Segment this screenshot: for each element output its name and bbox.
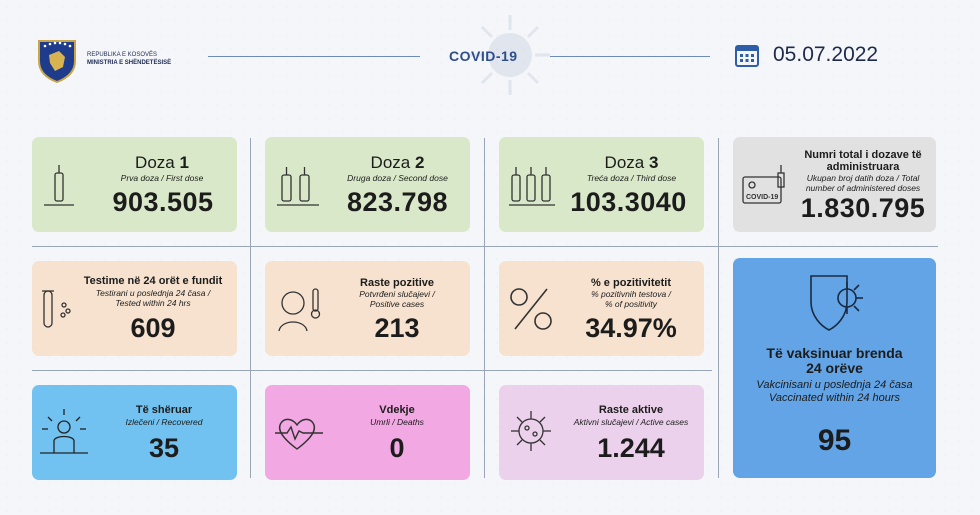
positivity-subtitle: % pozitivnih testova / % of positivity — [561, 289, 701, 309]
positive-value: 213 — [374, 313, 420, 343]
positivity-subtitle-line2: % of positivity — [605, 299, 657, 309]
heart-pulse-icon — [275, 418, 323, 450]
card-total-doses: COVID-19 Numri total i dozave të adminis… — [733, 137, 936, 232]
column-divider-2 — [484, 138, 485, 478]
active-subtitle: Aktivni slučajevi / Active cases — [573, 417, 689, 427]
calendar-icon — [735, 45, 759, 67]
deaths-subtitle: Umrli / Deaths — [370, 417, 424, 427]
positive-subtitle-line2: Positive cases — [369, 299, 425, 309]
percent-icon — [510, 288, 552, 330]
test-tube-icon — [42, 290, 71, 328]
vial-icon — [44, 165, 74, 206]
header-divider-left — [208, 56, 420, 57]
two-vials-icon — [277, 167, 319, 206]
positivity-value: 34.97% — [585, 313, 677, 343]
card-dose3: Doza 3 Treća doza / Third dose 103.3040 — [499, 137, 704, 232]
vaccinated-title-line2: 24 orëve — [806, 360, 863, 376]
tests-value: 609 — [130, 313, 176, 343]
kosovo-emblem-icon — [38, 40, 76, 83]
ministry-line2: MINISTRIA E SHËNDETËSISË — [87, 60, 172, 66]
dose1-number: 1 — [179, 153, 189, 172]
dose2-title: Doza 2 Druga doza / Second dose — [335, 153, 460, 183]
ministry-logo: REPUBLIKA E KOSOVËS MINISTRIA E SHËNDETË… — [35, 35, 171, 83]
report-date: 05.07.2022 — [773, 43, 879, 66]
dose3-number: 3 — [648, 153, 659, 172]
tests-subtitle: Testirani u poslednja 24 časa / Tested w… — [72, 288, 234, 308]
dose1-word: Doza — [135, 153, 175, 172]
total-value: 1.830.795 — [800, 193, 926, 223]
tests-subtitle-line1: Testirani u poslednja 24 časa / — [95, 288, 211, 298]
positive-title: Raste pozitive — [360, 277, 434, 289]
total-subtitle-line2: number of administered doses — [805, 183, 921, 193]
vaccinated-title: Të vaksinuar brenda 24 orëve — [741, 346, 928, 376]
dose1-value: 903.505 — [112, 187, 214, 217]
tests-title: Testime në 24 orët e fundit — [83, 275, 223, 287]
recovered-subtitle: Izlečeni / Recovered — [125, 417, 203, 427]
card-recovered: Të shëruar Izlečeni / Recovered 35 — [32, 385, 237, 480]
positivity-title: % e pozitivitetit — [590, 277, 672, 289]
sick-person-thermometer-icon — [278, 288, 321, 332]
recovered-person-icon — [40, 409, 88, 454]
covid-title: COVID-19 — [449, 48, 518, 64]
virus-icon — [511, 411, 551, 451]
covid-suffix: -19 — [495, 48, 518, 64]
vaccinated-title-line1: Të vaksinuar brenda — [766, 345, 903, 361]
ministry-line1: REPUBLIKA E KOSOVËS — [87, 52, 158, 58]
vaccinated-subtitle: Vakcinisani u poslednja 24 časa Vaccinat… — [741, 379, 928, 405]
card-positive-cases: Raste pozitive Potvrđeni slučajevi / Pos… — [265, 261, 470, 356]
card-positivity: % e pozitivitetit % pozitivnih testova /… — [499, 261, 704, 356]
dose3-title: Doza 3 Treća doza / Third dose — [569, 153, 694, 183]
card-active-cases: Raste aktive Aktivni slučajevi / Active … — [499, 385, 704, 480]
three-vials-icon — [509, 167, 555, 206]
dose3-value: 103.3040 — [570, 187, 687, 217]
tests-subtitle-line2: Tested within 24 hrs — [115, 298, 191, 308]
recovered-title: Të shëruar — [135, 404, 193, 416]
card-dose2: Doza 2 Druga doza / Second dose 823.798 — [265, 137, 470, 232]
recovered-value: 35 — [148, 433, 180, 463]
active-title: Raste aktive — [598, 404, 664, 416]
dose2-subtitle: Druga doza / Second dose — [347, 173, 448, 183]
header-divider-right — [550, 56, 710, 57]
positive-subtitle-line1: Potvrđeni slučajevi / — [359, 289, 435, 299]
dose2-value: 823.798 — [346, 187, 449, 217]
covid-label: COVID — [449, 48, 496, 64]
card-deaths: Vdekje Umrli / Deaths 0 — [265, 385, 470, 480]
active-value: 1.244 — [597, 433, 665, 463]
card-tests: Testime në 24 orët e fundit Testirani u … — [32, 261, 237, 356]
ministry-name: REPUBLIKA E KOSOVËS MINISTRIA E SHËNDETË… — [87, 51, 171, 67]
vaccine-certificate-icon: COVID-19 — [742, 165, 785, 204]
dose2-number: 2 — [414, 153, 425, 172]
dose1-title: Doza 1 Prva doza / First dose — [102, 153, 222, 183]
total-subtitle-line1: Ukupan broj datih doza / Total — [806, 173, 920, 183]
certificate-label: COVID-19 — [746, 194, 778, 201]
vaccinated-subtitle-line1: Vakcinisani u poslednja 24 časa — [756, 379, 913, 391]
shield-virus-icon — [810, 275, 863, 331]
total-title: Numri total i dozave të administruara — [804, 149, 922, 173]
virus-watermark-icon — [470, 15, 550, 95]
deaths-title: Vdekje — [379, 404, 415, 416]
positive-subtitle: Potvrđeni slučajevi / Positive cases — [327, 289, 467, 309]
dose3-word: Doza — [604, 153, 645, 172]
vaccinated-value: 95 — [817, 424, 852, 457]
vaccinated-subtitle-line2: Vaccinated within 24 hours — [768, 392, 901, 404]
row-divider-1 — [32, 246, 938, 247]
deaths-value: 0 — [389, 433, 405, 463]
total-subtitle: Ukupan broj datih doza / Total number of… — [793, 173, 933, 193]
dose1-subtitle: Prva doza / First dose — [120, 173, 204, 183]
card-dose1: Doza 1 Prva doza / First dose 903.505 — [32, 137, 237, 232]
dose2-word: Doza — [370, 153, 411, 172]
row-divider-2 — [32, 370, 712, 371]
card-vaccinated-24h: Të vaksinuar brenda 24 orëve Vakcinisani… — [733, 258, 936, 478]
column-divider-3 — [718, 138, 719, 478]
column-divider-1 — [250, 138, 251, 478]
positivity-subtitle-line1: % pozitivnih testova / — [591, 289, 671, 299]
dose3-subtitle: Treća doza / Third dose — [586, 173, 677, 183]
